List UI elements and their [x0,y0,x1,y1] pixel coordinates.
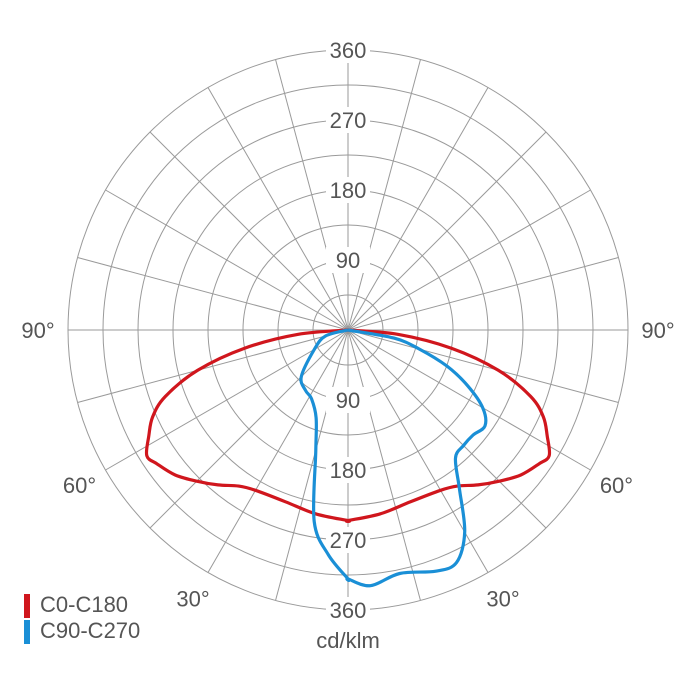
grid-spoke [207,329,349,573]
grid-spoke [347,329,547,529]
grid-spoke [347,329,591,471]
grid-spoke [149,131,349,331]
radial-tick-label: 180 [330,178,367,203]
grid-spoke [207,87,349,331]
grid-spoke [347,329,421,601]
grid-spoke [105,189,349,331]
grid-spoke [77,329,349,403]
radial-tick-label: 90 [336,248,360,273]
grid-spoke [347,59,421,331]
grid-spoke [347,131,547,331]
legend-swatch [24,620,30,644]
radial-tick-label: 360 [330,598,367,623]
unit-label: cd/klm [316,628,380,653]
grid-spoke [347,189,591,331]
tick-label-bg [326,247,370,273]
legend-swatch [24,594,30,618]
tick-label-bg [326,107,370,133]
grid-spoke [275,59,349,331]
angle-label: 30° [486,586,519,611]
angle-label: 30° [176,586,209,611]
series-line-C90-C270 [299,328,488,588]
radial-tick-label: 360 [330,38,367,63]
angle-label: 60° [63,473,96,498]
grid-spoke [347,257,619,331]
tick-label-bg [326,37,370,63]
radial-tick-label: 180 [330,458,367,483]
tick-label-bg [326,177,370,203]
legend-label: C0-C180 [40,592,128,617]
angle-label: 60° [600,473,633,498]
legend-label: C90-C270 [40,618,140,643]
series-line-C0-C180 [144,328,552,524]
tick-label-bg [326,387,370,413]
grid-spoke [275,329,349,601]
radial-tick-label: 90 [336,388,360,413]
angle-label: 90° [21,318,54,343]
grid-spoke [77,257,349,331]
radial-tick-label: 270 [330,528,367,553]
tick-label-bg [326,597,370,623]
grid-spoke [347,87,489,331]
tick-label-bg [326,527,370,553]
angle-label: 90° [641,318,674,343]
grid-spoke [149,329,349,529]
tick-label-bg [326,457,370,483]
radial-tick-label: 270 [330,108,367,133]
grid-spoke [347,329,619,403]
